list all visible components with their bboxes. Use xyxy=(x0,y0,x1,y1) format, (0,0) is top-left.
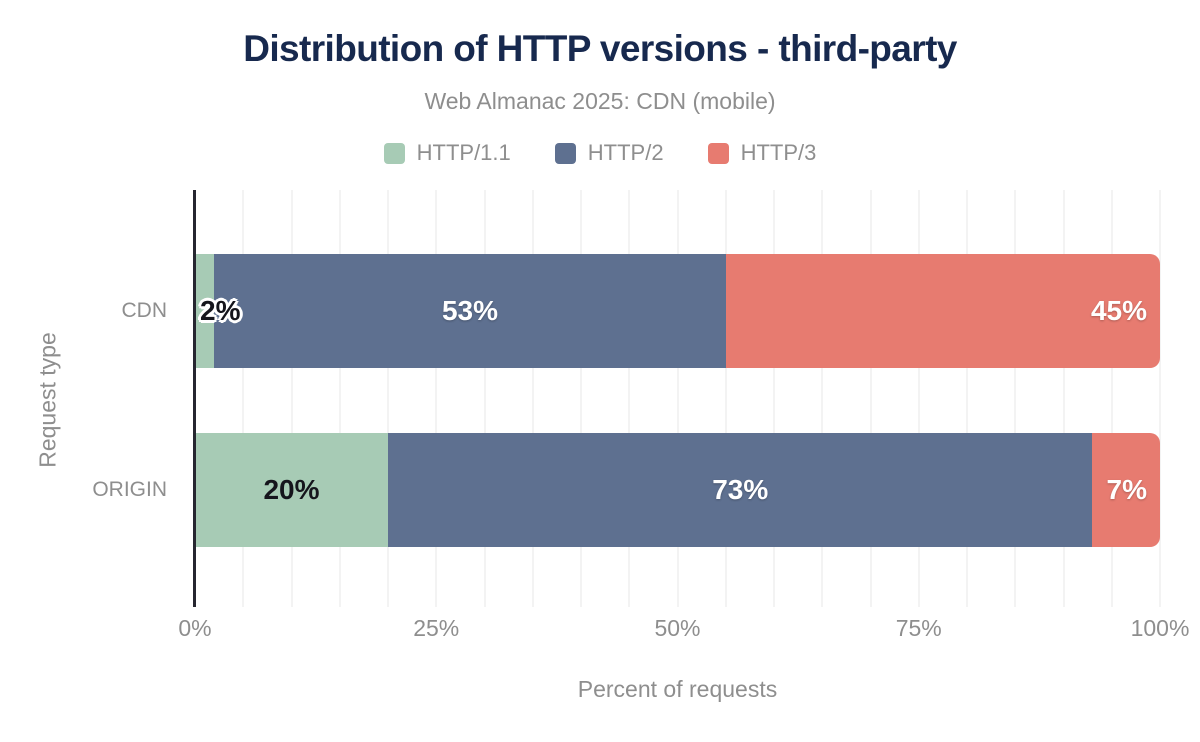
gridline xyxy=(483,190,486,607)
legend-label: HTTP/3 xyxy=(740,140,817,165)
legend-item-http-1-1[interactable]: HTTP/1.1 xyxy=(383,140,511,166)
gridline xyxy=(917,190,920,607)
x-tick-label: 50% xyxy=(654,615,701,641)
legend-label: HTTP/1.1 xyxy=(416,140,511,165)
data-label: 53% xyxy=(441,295,499,326)
y-axis-line xyxy=(193,190,196,607)
bar-segment-cdn-http-3: 45% xyxy=(725,254,1160,368)
gridline xyxy=(387,190,389,607)
legend-swatch-http-3-icon xyxy=(707,142,729,164)
plot-area: 2% 53% 45% 20% 73% 7% xyxy=(193,190,1161,607)
bar-segment-origin-http-2: 73% xyxy=(388,433,1093,547)
data-label: 7% xyxy=(1106,474,1147,505)
legend: HTTP/1.1 HTTP/2 HTTP/3 xyxy=(0,136,1200,170)
gridline xyxy=(1014,190,1017,607)
gridline xyxy=(338,190,341,607)
y-axis-label-cdn: CDN xyxy=(121,299,168,322)
gridline xyxy=(1110,190,1113,607)
x-axis-title: Percent of requests xyxy=(577,676,778,702)
legend-item-http-3[interactable]: HTTP/3 xyxy=(707,140,817,166)
gridline xyxy=(821,190,824,607)
legend-swatch-http-2-icon xyxy=(554,142,576,164)
chart-title: Distribution of HTTP versions - third-pa… xyxy=(243,28,957,69)
data-label: 45% xyxy=(1090,295,1147,326)
bar-segment-cdn-http-2: 53% xyxy=(214,254,726,368)
x-tick-label: 0% xyxy=(178,615,212,641)
x-axis-ticks: 0% 25% 50% 75% 100% xyxy=(178,615,1189,645)
gridline xyxy=(1159,190,1161,607)
gridline xyxy=(773,190,775,607)
y-axis-labels: CDN ORIGIN xyxy=(0,190,181,607)
bar-cdn: 2% 53% 45% xyxy=(195,254,1160,368)
x-tick-label: 75% xyxy=(895,615,942,641)
gridline xyxy=(724,190,727,607)
x-tick-label: 100% xyxy=(1130,615,1190,641)
gridline xyxy=(676,190,679,607)
gridline xyxy=(290,190,293,607)
chart-subtitle: Web Almanac 2025: CDN (mobile) xyxy=(424,88,776,114)
legend-item-http-2[interactable]: HTTP/2 xyxy=(554,140,664,166)
bar-segment-origin-http-1-1: 20% xyxy=(195,433,388,547)
data-label: 73% xyxy=(712,474,769,505)
gridline xyxy=(531,190,534,607)
gridline xyxy=(869,190,872,607)
data-label: 20% xyxy=(263,474,320,505)
y-axis-label-origin: ORIGIN xyxy=(92,478,167,501)
gridline xyxy=(1062,190,1065,607)
gridline xyxy=(242,190,245,607)
gridline xyxy=(628,190,631,607)
legend-label: HTTP/2 xyxy=(587,140,664,165)
bar-segment-cdn-http-1-1 xyxy=(195,254,215,368)
gridline xyxy=(435,190,438,607)
gridline xyxy=(580,190,582,607)
gridline xyxy=(966,190,968,607)
legend-swatch-http-1-1-icon xyxy=(383,142,405,164)
x-tick-label: 25% xyxy=(413,615,460,641)
bar-segment-origin-http-3: 7% xyxy=(1092,433,1160,547)
data-label: 2% xyxy=(200,295,241,326)
bar-origin: 20% 73% 7% xyxy=(195,433,1160,547)
